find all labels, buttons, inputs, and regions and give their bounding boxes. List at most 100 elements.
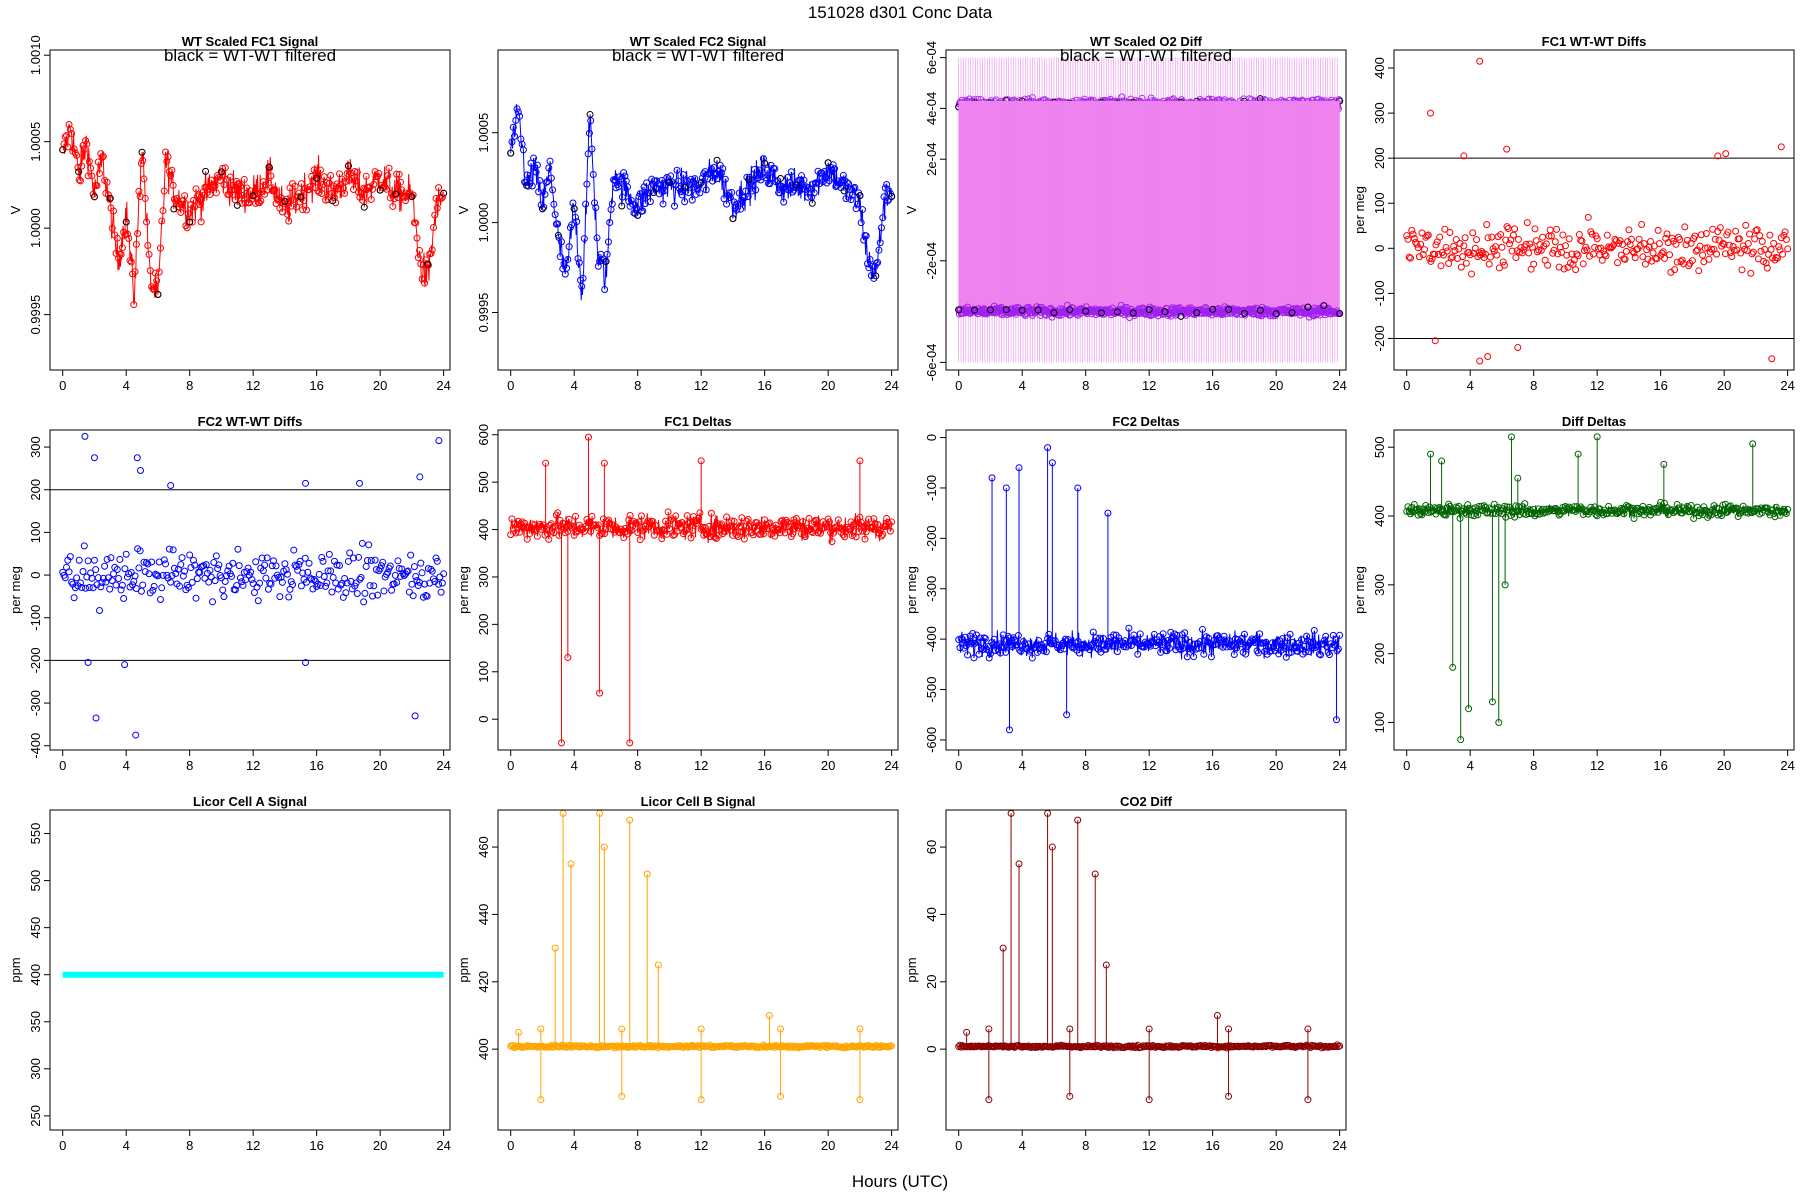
data-point	[579, 274, 587, 282]
x-tick-label: 20	[1717, 758, 1731, 773]
data-point	[132, 240, 140, 248]
data-point	[673, 527, 681, 535]
data-point	[563, 264, 571, 272]
data-point	[1749, 440, 1757, 448]
data-point	[1074, 484, 1082, 492]
data-point	[156, 244, 164, 252]
data-point	[639, 207, 647, 215]
data-point	[1460, 242, 1468, 250]
filtered-point	[1209, 305, 1217, 313]
data-point	[1298, 636, 1306, 644]
y-tick-label: 200	[476, 614, 491, 636]
data-point	[615, 183, 623, 191]
data-point	[850, 527, 858, 535]
data-point	[1681, 223, 1689, 231]
data-point	[83, 140, 91, 148]
data-point	[143, 218, 151, 226]
x-tick-label: 0	[59, 1138, 66, 1153]
data-point	[214, 565, 222, 573]
data-point	[744, 193, 752, 201]
data-point	[883, 180, 891, 188]
data-point	[1332, 716, 1340, 724]
data-point	[98, 579, 106, 587]
data-point	[662, 517, 670, 525]
y-tick-label: 300	[28, 1058, 43, 1080]
filtered-point	[745, 176, 753, 184]
data-point	[1530, 260, 1538, 268]
data-point	[169, 546, 177, 554]
data-point	[356, 479, 364, 487]
data-point	[179, 197, 187, 205]
data-point	[1440, 251, 1448, 259]
data-point	[303, 578, 311, 586]
plot-area	[507, 104, 896, 301]
data-point	[145, 250, 153, 258]
data-point	[594, 521, 602, 529]
data-point	[292, 203, 300, 211]
data-point	[1528, 243, 1536, 251]
y-tick-label: 500	[28, 870, 43, 892]
y-tick-label: 400	[1372, 505, 1387, 527]
data-point	[118, 244, 126, 252]
data-point	[1748, 250, 1756, 258]
data-point	[1459, 253, 1467, 261]
y-axis-label: per meg	[456, 566, 471, 614]
data-point	[600, 843, 608, 851]
data-point	[1627, 235, 1635, 243]
data-point	[1525, 510, 1533, 518]
data-point	[1240, 630, 1248, 638]
data-point	[221, 578, 229, 586]
data-point	[1532, 237, 1540, 245]
data-point	[1464, 501, 1472, 509]
data-point	[532, 168, 540, 176]
data-point	[299, 206, 307, 214]
data-point	[778, 183, 786, 191]
data-point	[64, 143, 72, 151]
filtered-point	[872, 272, 880, 280]
y-tick-label: 500	[476, 471, 491, 493]
data-point	[1173, 631, 1181, 639]
data-point	[621, 172, 629, 180]
data-point	[711, 534, 719, 542]
data-point	[431, 211, 439, 219]
data-point	[1197, 644, 1205, 652]
data-point	[777, 1025, 785, 1033]
filtered-point	[313, 174, 321, 182]
data-point	[353, 590, 361, 598]
y-tick-label: -300	[924, 576, 939, 602]
data-point	[717, 169, 725, 177]
data-point	[1021, 640, 1029, 648]
data-point	[1134, 650, 1142, 658]
data-point	[181, 567, 189, 575]
data-point	[84, 659, 92, 667]
data-point	[92, 566, 100, 574]
y-tick-label: 300	[28, 436, 43, 458]
data-point	[1237, 640, 1245, 648]
data-point	[1546, 226, 1554, 234]
filtered-point	[1161, 308, 1169, 316]
data-point	[1025, 640, 1033, 648]
data-point	[678, 191, 686, 199]
data-point	[735, 523, 743, 531]
data-point	[881, 184, 889, 192]
data-point	[1066, 639, 1074, 647]
data-point	[412, 572, 420, 580]
data-point	[1503, 223, 1511, 231]
data-point	[393, 170, 401, 178]
data-point	[1327, 640, 1335, 648]
data-point	[1074, 816, 1082, 824]
data-point	[1558, 248, 1566, 256]
data-point	[1056, 646, 1064, 654]
plot-area	[1403, 433, 1792, 744]
data-point	[1048, 459, 1056, 467]
data-point	[596, 689, 604, 697]
data-point	[585, 129, 593, 137]
panel-annotation: black = WT-WT filtered	[164, 46, 336, 65]
data-point	[329, 182, 337, 190]
data-point	[997, 649, 1005, 657]
data-point	[1091, 870, 1099, 878]
x-tick-label: 12	[694, 758, 708, 773]
data-point	[516, 528, 524, 536]
y-tick-label: -400	[924, 626, 939, 652]
